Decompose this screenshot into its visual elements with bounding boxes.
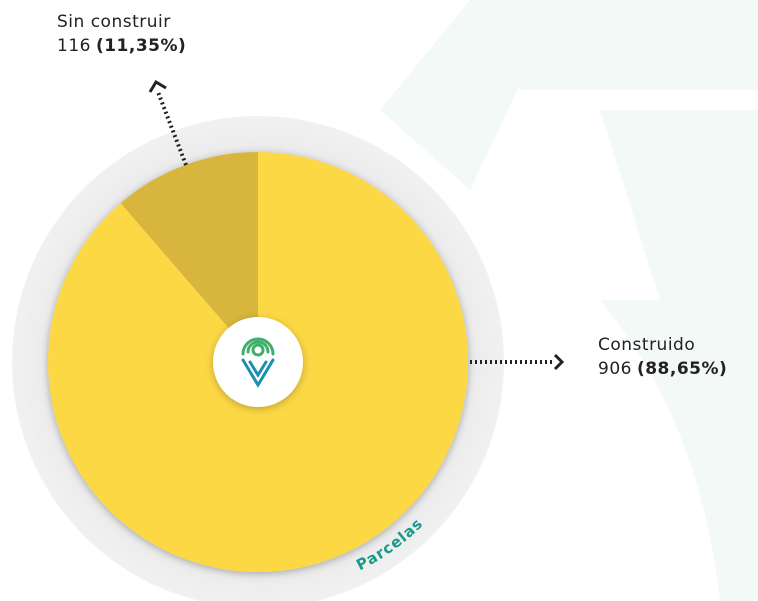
slice-label: Sin construir 116 (11,35%) [57, 10, 186, 58]
percent-label: (11,35%) [95, 36, 187, 56]
center-badge [213, 317, 303, 407]
pie-slice [120, 152, 258, 362]
value-label: 116 [57, 36, 91, 56]
arrow-head [553, 353, 565, 371]
logo-icon [241, 337, 275, 388]
arrow-head [148, 79, 167, 93]
value-row: 906 (88,65%) [598, 357, 727, 381]
leader-line [156, 91, 188, 166]
category-label: Construido [598, 335, 696, 355]
percent-label: (88,65%) [636, 359, 728, 379]
background-shapes [380, 0, 758, 601]
value-row: 116 (11,35%) [57, 34, 186, 58]
value-label: 906 [598, 359, 632, 379]
slice-label: Construido 906 (88,65%) [598, 333, 727, 381]
category-label: Sin construir [57, 12, 171, 32]
